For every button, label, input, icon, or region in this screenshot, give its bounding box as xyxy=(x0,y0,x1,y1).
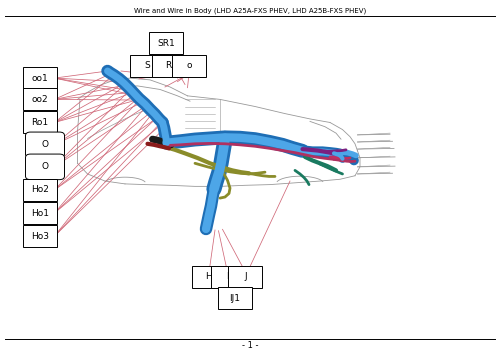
FancyBboxPatch shape xyxy=(23,67,57,89)
FancyBboxPatch shape xyxy=(23,179,57,201)
Text: S: S xyxy=(144,61,150,70)
Text: - 1 -: - 1 - xyxy=(242,341,258,350)
Text: J: J xyxy=(244,272,247,282)
Text: SR1: SR1 xyxy=(157,39,175,48)
Text: oo2: oo2 xyxy=(32,95,48,104)
FancyBboxPatch shape xyxy=(172,55,206,77)
Text: o: o xyxy=(186,61,192,70)
Text: I: I xyxy=(226,272,229,282)
Text: Wire and Wire in Body (LHD A25A-FXS PHEV, LHD A25B-FXS PHEV): Wire and Wire in Body (LHD A25A-FXS PHEV… xyxy=(134,8,366,14)
FancyBboxPatch shape xyxy=(26,132,64,158)
Text: H: H xyxy=(206,272,212,282)
Text: O: O xyxy=(42,162,48,171)
Text: Ro1: Ro1 xyxy=(32,118,48,127)
FancyBboxPatch shape xyxy=(192,266,226,288)
FancyBboxPatch shape xyxy=(149,32,183,54)
Text: IJ1: IJ1 xyxy=(230,294,240,303)
Text: oo1: oo1 xyxy=(32,73,48,83)
Text: Ho3: Ho3 xyxy=(31,231,49,241)
FancyBboxPatch shape xyxy=(218,287,252,309)
FancyBboxPatch shape xyxy=(26,154,64,180)
Text: Ho2: Ho2 xyxy=(31,185,49,195)
FancyBboxPatch shape xyxy=(130,55,164,77)
Text: O: O xyxy=(42,140,48,149)
FancyBboxPatch shape xyxy=(152,55,186,77)
FancyBboxPatch shape xyxy=(23,88,57,110)
FancyBboxPatch shape xyxy=(210,266,244,288)
Text: Ho1: Ho1 xyxy=(31,208,49,218)
Text: R: R xyxy=(166,61,172,70)
FancyBboxPatch shape xyxy=(23,225,57,247)
FancyBboxPatch shape xyxy=(23,202,57,224)
FancyBboxPatch shape xyxy=(228,266,262,288)
FancyBboxPatch shape xyxy=(23,111,57,133)
